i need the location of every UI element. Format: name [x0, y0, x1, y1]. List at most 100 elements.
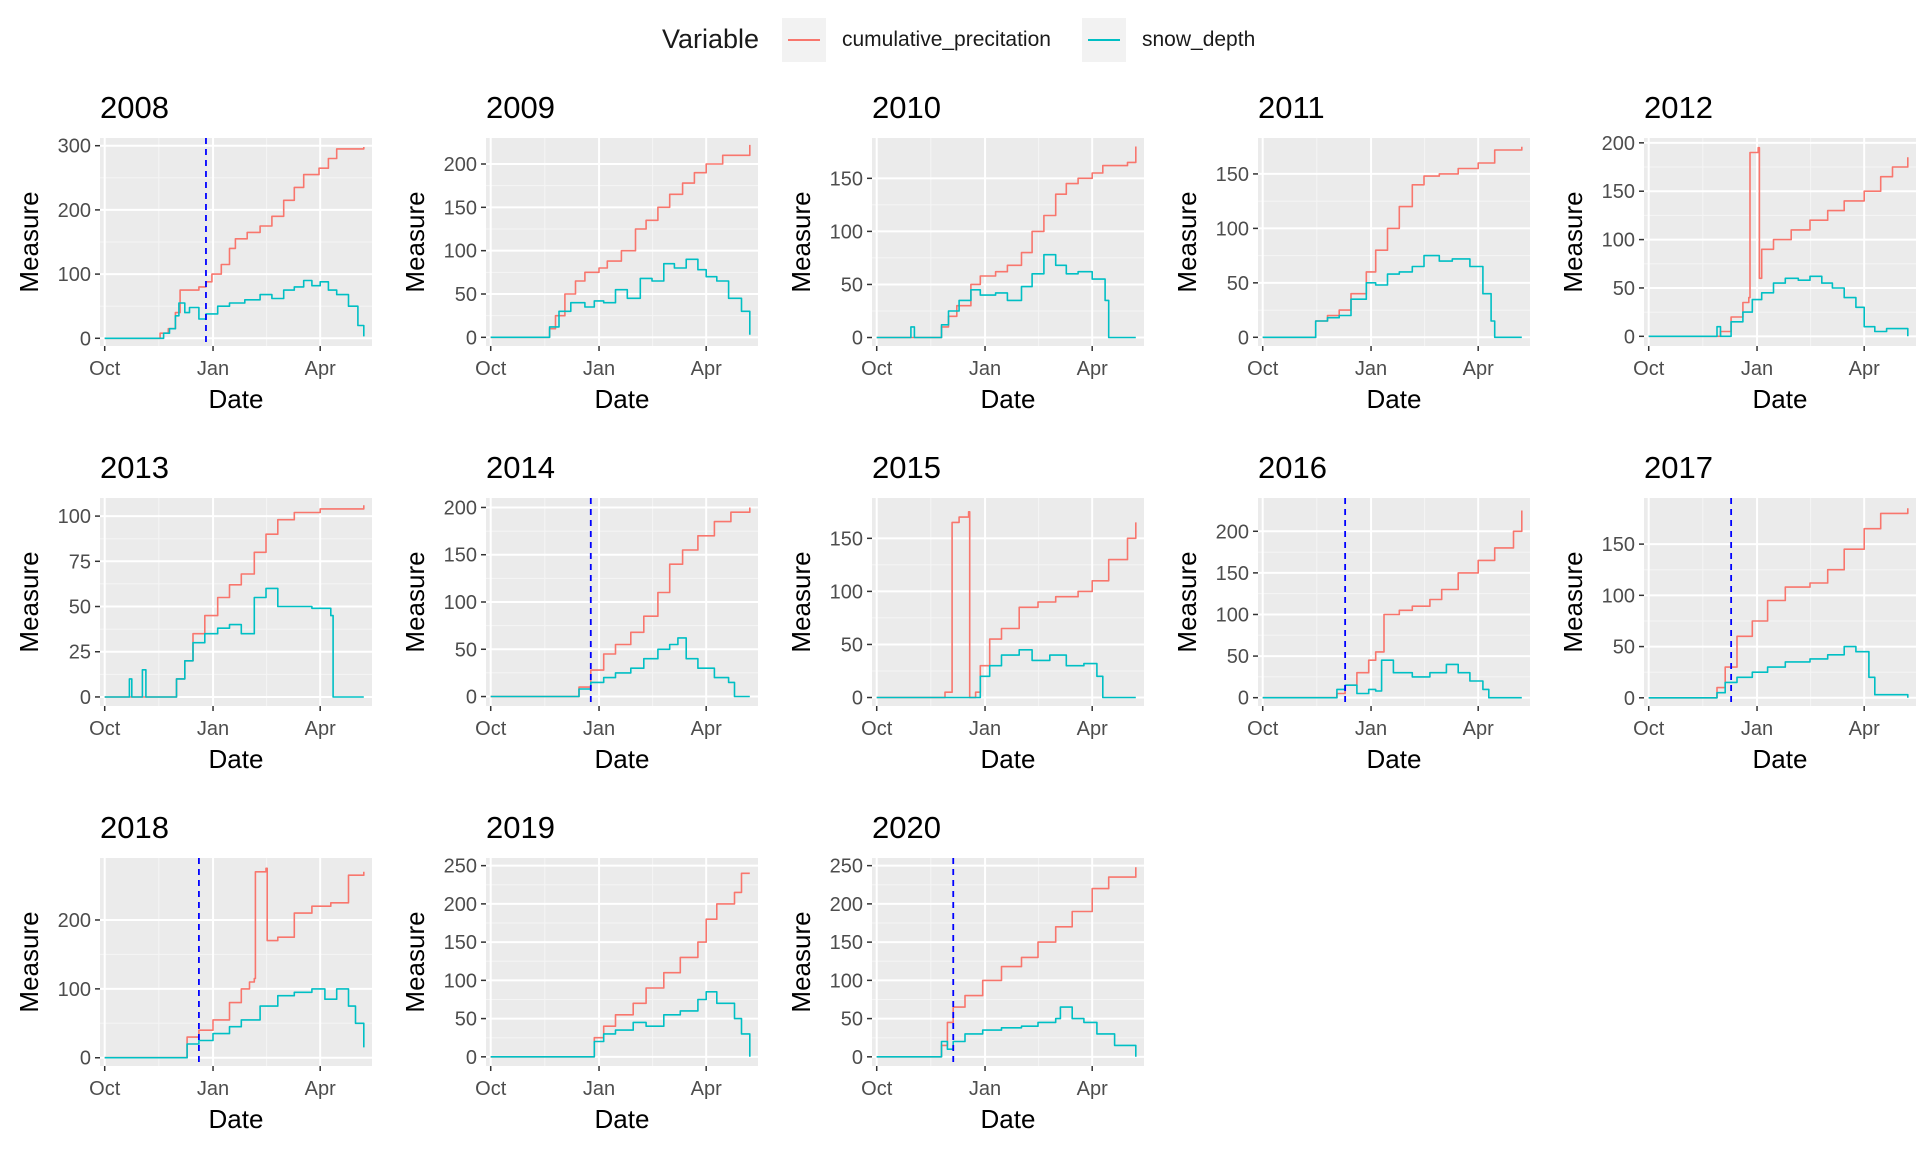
y-tick-label: 0 — [1238, 688, 1249, 710]
panel-background-2019 — [486, 858, 758, 1066]
y-tick-label: 150 — [1602, 181, 1635, 203]
y-tick-label: 100 — [1602, 585, 1635, 607]
x-tick-label: Jan — [583, 358, 615, 380]
panel-background-2016 — [1258, 498, 1530, 706]
y-tick-label: 200 — [444, 894, 477, 916]
x-tick-label: Jan — [969, 1078, 1001, 1100]
y-axis-title: Measure — [400, 911, 430, 1012]
panel-title-2012: 2012 — [1644, 90, 1713, 125]
series-line-snow-depth-2011 — [1262, 254, 1522, 339]
x-tick-label: Jan — [1741, 358, 1773, 380]
y-tick-label: 100 — [830, 581, 863, 603]
x-tick-label: Apr — [305, 718, 336, 740]
y-tick-label: 100 — [444, 241, 477, 263]
y-tick-label: 150 — [444, 545, 477, 567]
y-tick-label: 200 — [1216, 521, 1249, 543]
y-tick-label: 50 — [841, 274, 863, 296]
y-tick-label: 100 — [58, 506, 91, 528]
series-line-snow-depth-2019 — [490, 991, 751, 1058]
y-tick-label: 0 — [1624, 326, 1635, 348]
y-tick-label: 0 — [852, 1047, 863, 1069]
y-tick-label: 200 — [444, 497, 477, 519]
x-tick-label: Oct — [475, 718, 507, 740]
x-tick-label: Oct — [89, 1078, 121, 1100]
x-tick-label: Jan — [197, 358, 229, 380]
legend-key-cumulative-precitation — [782, 18, 826, 62]
x-tick-label: Oct — [861, 358, 893, 380]
panel-background-2009 — [486, 138, 758, 346]
panel-title-2014: 2014 — [486, 450, 555, 485]
y-tick-label: 250 — [830, 856, 863, 878]
legend-swatch-cumulative-precitation — [788, 39, 820, 41]
series-line-snow-depth-2009 — [490, 258, 751, 339]
y-tick-label: 200 — [58, 910, 91, 932]
series-line-snow-depth-2013 — [104, 587, 364, 698]
y-tick-label: 200 — [830, 894, 863, 916]
y-axis-title: Measure — [1558, 191, 1588, 292]
x-tick-label: Apr — [691, 1078, 722, 1100]
y-tick-label: 0 — [1624, 688, 1635, 710]
x-tick-label: Jan — [969, 358, 1001, 380]
x-tick-label: Oct — [475, 358, 507, 380]
panel-title-2008: 2008 — [100, 90, 169, 125]
x-tick-label: Oct — [861, 1078, 893, 1100]
x-tick-label: Jan — [197, 1078, 229, 1100]
panel-background-2012 — [1644, 138, 1916, 346]
y-axis-title: Measure — [400, 551, 430, 652]
x-tick-label: Apr — [691, 718, 722, 740]
x-axis-title: Date — [209, 384, 264, 414]
y-tick-label: 0 — [466, 1047, 477, 1069]
y-tick-label: 0 — [852, 688, 863, 710]
panel-title-2015: 2015 — [872, 450, 941, 485]
x-tick-label: Apr — [1077, 358, 1108, 380]
x-tick-label: Oct — [475, 1078, 507, 1100]
x-tick-label: Oct — [1633, 718, 1665, 740]
y-tick-label: 200 — [58, 200, 91, 222]
y-tick-label: 0 — [1238, 327, 1249, 349]
panel-title-2009: 2009 — [486, 90, 555, 125]
panel-title-2020: 2020 — [872, 810, 941, 845]
series-line-cumulative-precitation-2011 — [1262, 146, 1523, 339]
series-line-snow-depth-2017 — [1648, 645, 1909, 699]
x-axis-title: Date — [981, 1104, 1036, 1134]
series-line-cumulative-precitation-2015 — [876, 511, 1137, 699]
panel-background-2015 — [872, 498, 1144, 706]
y-tick-label: 100 — [1216, 218, 1249, 240]
series-line-cumulative-precitation-2020 — [876, 867, 1137, 1058]
x-axis-title: Date — [981, 744, 1036, 774]
y-axis-title: Measure — [1558, 551, 1588, 652]
x-tick-label: Oct — [1247, 718, 1279, 740]
panel-title-2011: 2011 — [1258, 90, 1325, 125]
y-tick-label: 150 — [444, 197, 477, 219]
y-tick-label: 150 — [830, 168, 863, 190]
x-axis-title: Date — [1753, 384, 1808, 414]
y-tick-label: 0 — [466, 687, 477, 709]
x-tick-label: Apr — [1077, 718, 1108, 740]
y-tick-label: 150 — [1602, 534, 1635, 556]
y-tick-label: 100 — [1602, 230, 1635, 252]
y-tick-label: 0 — [852, 328, 863, 350]
x-tick-label: Oct — [89, 358, 121, 380]
x-tick-label: Oct — [1633, 358, 1665, 380]
x-tick-label: Apr — [1077, 1078, 1108, 1100]
legend-swatch-snow-depth — [1088, 39, 1120, 41]
y-tick-label: 50 — [1613, 637, 1635, 659]
y-axis-title: Measure — [14, 551, 44, 652]
y-tick-label: 150 — [1216, 164, 1249, 186]
x-axis-title: Date — [595, 384, 650, 414]
y-axis-title: Measure — [786, 191, 816, 292]
y-tick-label: 150 — [830, 528, 863, 550]
y-axis-title: Measure — [786, 911, 816, 1012]
x-tick-label: Apr — [1463, 718, 1494, 740]
y-tick-label: 50 — [1227, 646, 1249, 668]
y-tick-label: 0 — [80, 328, 91, 350]
y-tick-label: 100 — [830, 970, 863, 992]
x-tick-label: Jan — [1741, 718, 1773, 740]
panel-background-2018 — [100, 858, 372, 1066]
y-axis-title: Measure — [14, 911, 44, 1012]
panel-title-2010: 2010 — [872, 90, 941, 125]
panel-background-2020 — [872, 858, 1144, 1066]
x-tick-label: Jan — [583, 718, 615, 740]
y-tick-label: 50 — [1613, 278, 1635, 300]
